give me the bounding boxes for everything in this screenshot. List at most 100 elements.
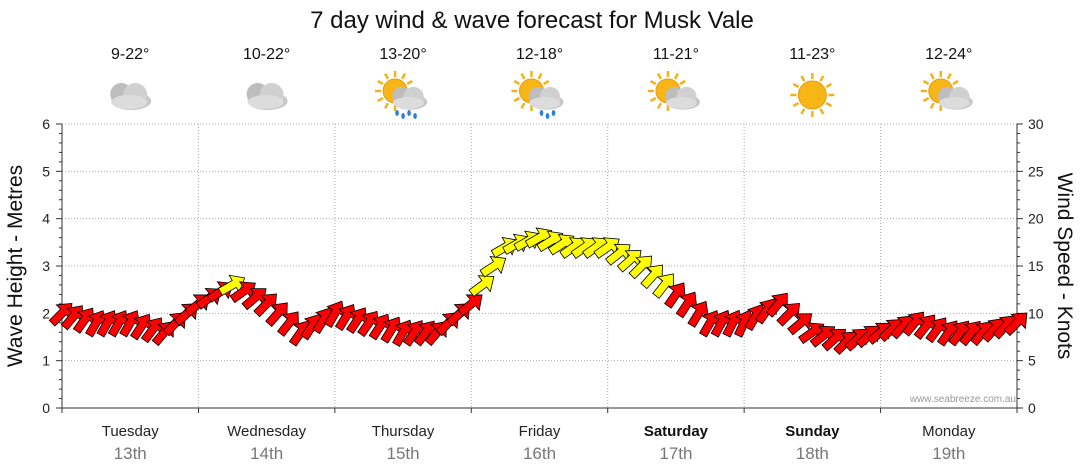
day-temperature: 11-21° — [653, 46, 699, 63]
sun-ray — [825, 101, 833, 108]
sunny-icon — [790, 73, 835, 117]
right-tick-label: 5 — [1028, 353, 1036, 369]
sun-ray — [406, 79, 414, 86]
sun-ray — [800, 75, 806, 82]
sun-ray — [520, 102, 526, 109]
sun-ray — [383, 102, 390, 109]
left-axis-title: Wave Height - Metres — [4, 165, 27, 367]
right-tick-label: 15 — [1028, 258, 1044, 274]
right-tick-label: 10 — [1028, 305, 1044, 321]
sun-ray — [513, 79, 521, 86]
sun-ray — [400, 73, 407, 80]
sun-ray — [383, 73, 390, 80]
sun-cloud-showers-icon — [511, 71, 564, 119]
sun-ray — [649, 96, 657, 103]
sun-ray — [679, 79, 686, 86]
axes — [56, 123, 1023, 413]
day-temperature: 10-22° — [243, 46, 290, 63]
sun-ray — [656, 102, 663, 109]
left-tick-label: 0 — [42, 400, 50, 416]
sun-ray — [922, 96, 930, 103]
wind-arrow — [687, 300, 709, 328]
cloudy-icon — [246, 83, 288, 110]
right-tick-label: 25 — [1028, 163, 1044, 179]
sun-ray — [819, 75, 825, 82]
left-tick-label: 6 — [42, 116, 50, 132]
sun-ray — [792, 101, 800, 108]
wind-arrows — [48, 227, 1028, 355]
day-name: Friday — [519, 423, 561, 440]
left-tick-label: 2 — [42, 305, 50, 321]
left-tick-label: 5 — [42, 163, 50, 179]
sun-cloud-rain-icon — [375, 71, 428, 119]
wind-arrow — [809, 325, 836, 348]
sun-ray — [792, 82, 800, 89]
day-name: Wednesday — [227, 423, 306, 440]
left-tick-label: 1 — [42, 353, 50, 369]
rain-drop — [407, 110, 411, 116]
sun-ray — [929, 102, 935, 109]
wind-arrow — [265, 302, 288, 327]
left-tick-label: 3 — [42, 258, 50, 274]
cloud-part — [938, 97, 970, 109]
cloud-part — [247, 95, 284, 109]
sun-cloud-icon — [920, 71, 973, 111]
day-date: 16th — [523, 444, 556, 463]
wind-arrow — [402, 320, 425, 347]
day-date: 18th — [796, 444, 829, 463]
credit-text: www.seabreeze.com.au — [909, 394, 1016, 405]
rain-drop — [545, 113, 550, 119]
day-temperature: 11-23° — [789, 46, 835, 63]
wind-arrow — [1003, 312, 1028, 337]
sun-ray — [946, 73, 952, 80]
day-temperature: 13-20° — [379, 46, 426, 63]
sun-ray — [542, 79, 550, 86]
sun-ray — [513, 96, 521, 103]
cloud-part — [111, 95, 148, 109]
wind-arrow — [628, 255, 653, 280]
daily-temperatures: 9-22° 10-22° 13-20° 12-18° 11-21° 11-23° 12-24… — [111, 46, 972, 63]
right-axis-ticks: 0 5 10 15 20 25 30 — [1028, 116, 1044, 416]
rain-drop — [401, 113, 405, 119]
right-tick-label: 20 — [1028, 211, 1044, 227]
cloud-part — [529, 97, 561, 109]
day-labels: Tuesday 13th Wednesday 14th Thursday 15th Frid… — [102, 423, 976, 463]
cloud-part — [666, 97, 697, 109]
cloud-part — [393, 97, 424, 109]
chart-title: 7 day wind & wave forecast for Musk Vale — [310, 7, 754, 34]
right-tick-label: 0 — [1028, 400, 1036, 416]
sun-ray — [825, 82, 833, 89]
wind-arrow — [457, 294, 483, 317]
left-axis-ticks: 0 1 2 3 4 5 6 — [42, 116, 50, 416]
day-name: Saturday — [644, 423, 709, 440]
day-name: Thursday — [372, 423, 435, 440]
sun-ray — [819, 108, 825, 115]
day-date: 17th — [659, 444, 692, 463]
sun-ray — [649, 79, 657, 86]
day-date: 14th — [250, 444, 283, 463]
weather-icons — [110, 71, 973, 119]
day-temperature: 9-22° — [111, 46, 149, 63]
sun-ray — [673, 73, 680, 80]
sun-ray — [377, 96, 384, 103]
rain-drop — [413, 113, 417, 119]
wind-arrow — [765, 292, 788, 318]
grid-lines — [62, 123, 1017, 409]
sun-ray — [929, 73, 935, 80]
sun-ray — [952, 79, 959, 86]
wind-arrow — [479, 256, 507, 278]
cloudy-icon — [110, 83, 152, 110]
day-name: Monday — [922, 423, 976, 440]
sun-ray — [537, 73, 543, 80]
wind-arrow — [468, 275, 495, 298]
day-date: 15th — [387, 444, 420, 463]
rain-drop — [539, 110, 544, 116]
day-date: 19th — [932, 444, 965, 463]
rain-drop — [395, 110, 399, 116]
wind-arrow — [640, 264, 663, 290]
sun-ray — [800, 108, 806, 115]
left-tick-label: 4 — [42, 211, 50, 227]
day-name: Sunday — [785, 423, 840, 440]
sun-ray — [656, 73, 663, 80]
